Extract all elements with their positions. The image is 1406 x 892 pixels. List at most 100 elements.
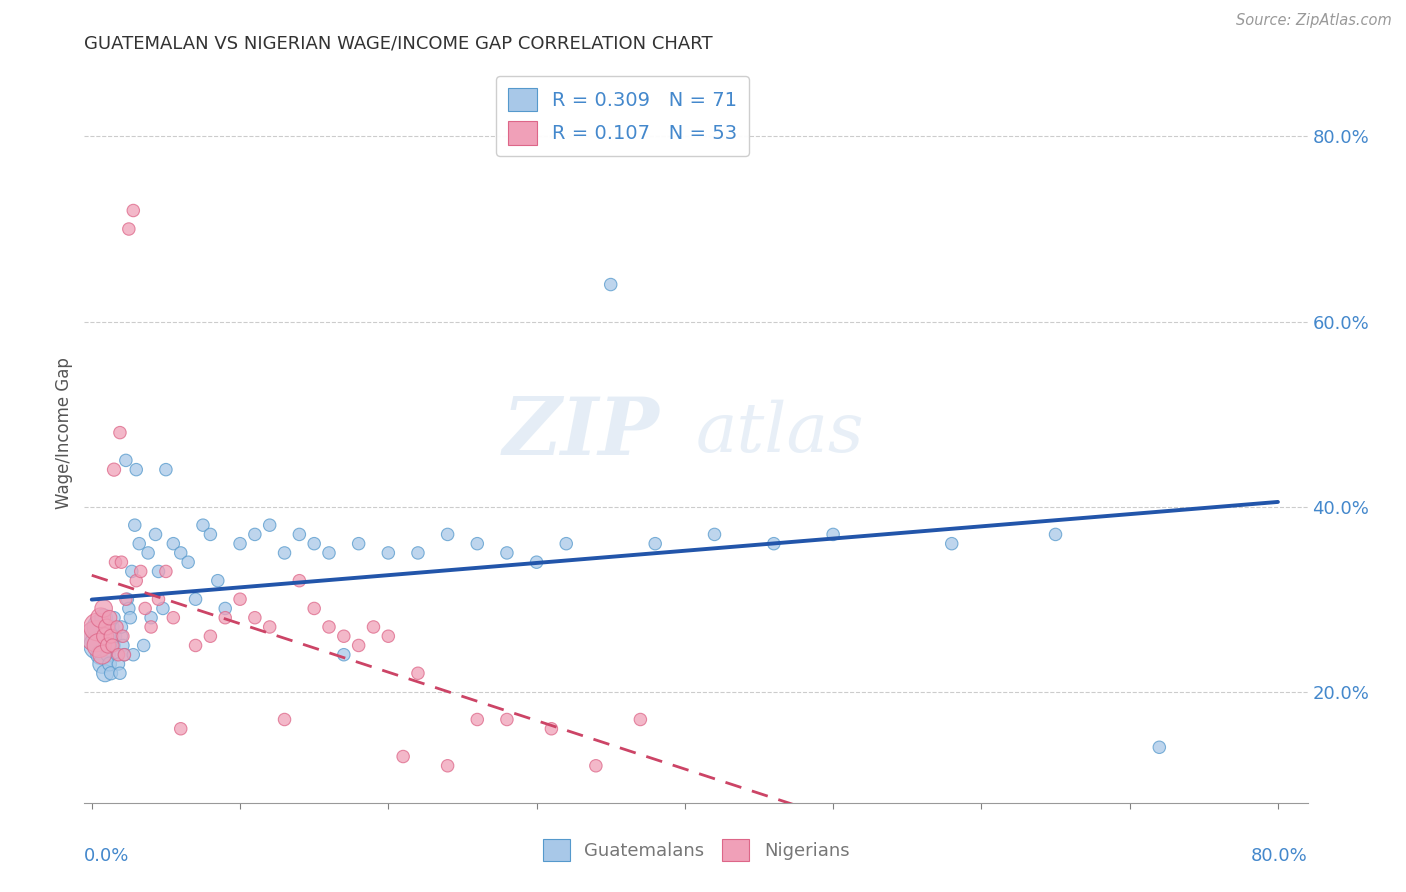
Point bbox=[96, 639, 118, 653]
Point bbox=[112, 648, 135, 662]
Point bbox=[129, 565, 152, 579]
Point bbox=[377, 629, 399, 643]
Point bbox=[94, 666, 117, 681]
Point bbox=[100, 666, 122, 681]
Point bbox=[110, 555, 132, 569]
Point bbox=[259, 518, 281, 533]
Point bbox=[117, 592, 139, 607]
Point bbox=[111, 629, 134, 643]
Point bbox=[436, 527, 458, 541]
Text: atlas: atlas bbox=[696, 400, 865, 466]
Point bbox=[93, 601, 115, 615]
Point bbox=[91, 657, 114, 671]
Point bbox=[118, 222, 141, 236]
Point bbox=[288, 527, 311, 541]
Point bbox=[125, 462, 148, 476]
Point bbox=[132, 639, 155, 653]
Point bbox=[115, 592, 138, 607]
Point bbox=[526, 555, 548, 569]
Point bbox=[91, 648, 114, 662]
Point bbox=[84, 629, 107, 643]
Point bbox=[103, 610, 125, 624]
Point bbox=[97, 639, 120, 653]
Point bbox=[125, 574, 148, 588]
Point bbox=[273, 546, 295, 560]
Text: 80.0%: 80.0% bbox=[1251, 847, 1308, 865]
Point bbox=[122, 648, 145, 662]
Point bbox=[302, 601, 325, 615]
Point bbox=[110, 620, 132, 634]
Point bbox=[101, 639, 124, 653]
Point bbox=[148, 565, 170, 579]
Point bbox=[105, 648, 128, 662]
Point bbox=[184, 639, 207, 653]
Point bbox=[128, 536, 150, 550]
Point bbox=[823, 527, 845, 541]
Point bbox=[436, 758, 458, 772]
Point bbox=[155, 462, 177, 476]
Point bbox=[118, 601, 141, 615]
Point bbox=[89, 639, 111, 653]
Point bbox=[392, 749, 415, 764]
Point bbox=[139, 620, 162, 634]
Point bbox=[333, 629, 356, 643]
Point bbox=[103, 462, 125, 476]
Point bbox=[318, 546, 340, 560]
Point bbox=[97, 648, 120, 662]
Point bbox=[98, 610, 121, 624]
Text: GUATEMALAN VS NIGERIAN WAGE/INCOME GAP CORRELATION CHART: GUATEMALAN VS NIGERIAN WAGE/INCOME GAP C… bbox=[84, 35, 713, 53]
Point bbox=[599, 277, 621, 292]
Point bbox=[333, 648, 356, 662]
Point bbox=[104, 555, 127, 569]
Point bbox=[152, 601, 174, 615]
Point bbox=[104, 629, 127, 643]
Point bbox=[103, 639, 125, 653]
Point bbox=[86, 639, 108, 653]
Point bbox=[703, 527, 725, 541]
Point bbox=[406, 666, 429, 681]
Point bbox=[406, 546, 429, 560]
Point bbox=[124, 518, 146, 533]
Legend: Guatemalans, Nigerians: Guatemalans, Nigerians bbox=[536, 831, 856, 868]
Point bbox=[148, 592, 170, 607]
Point bbox=[762, 536, 785, 550]
Point bbox=[122, 203, 145, 218]
Point bbox=[200, 629, 222, 643]
Point bbox=[162, 610, 184, 624]
Point bbox=[96, 629, 118, 643]
Point bbox=[347, 639, 370, 653]
Point bbox=[96, 620, 118, 634]
Point bbox=[111, 639, 134, 653]
Point bbox=[555, 536, 578, 550]
Point bbox=[496, 713, 519, 727]
Point bbox=[145, 527, 167, 541]
Point bbox=[585, 758, 607, 772]
Point bbox=[496, 546, 519, 560]
Point bbox=[243, 527, 266, 541]
Point bbox=[273, 713, 295, 727]
Point bbox=[90, 610, 112, 624]
Point bbox=[644, 536, 666, 550]
Point bbox=[288, 574, 311, 588]
Point bbox=[120, 610, 142, 624]
Point bbox=[229, 592, 252, 607]
Point bbox=[110, 629, 132, 643]
Point bbox=[214, 601, 236, 615]
Point bbox=[170, 722, 193, 736]
Point bbox=[191, 518, 214, 533]
Point bbox=[628, 713, 651, 727]
Text: Source: ZipAtlas.com: Source: ZipAtlas.com bbox=[1236, 13, 1392, 29]
Point bbox=[207, 574, 229, 588]
Point bbox=[200, 527, 222, 541]
Point bbox=[105, 620, 128, 634]
Point bbox=[302, 536, 325, 550]
Point bbox=[347, 536, 370, 550]
Point bbox=[540, 722, 562, 736]
Text: 0.0%: 0.0% bbox=[84, 847, 129, 865]
Point bbox=[108, 666, 131, 681]
Point bbox=[139, 610, 162, 624]
Point bbox=[177, 555, 200, 569]
Point bbox=[84, 629, 107, 643]
Point bbox=[101, 620, 124, 634]
Point bbox=[377, 546, 399, 560]
